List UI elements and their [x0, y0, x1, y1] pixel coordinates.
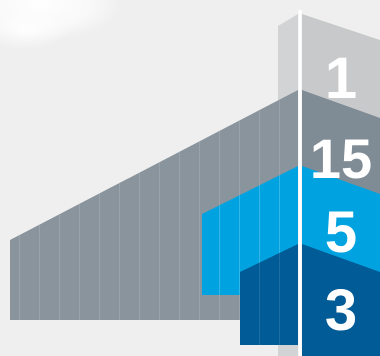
- rank-label-3: 3: [325, 278, 357, 343]
- cloud-decoration-small: [0, 10, 70, 50]
- bar-rank-3-left-stripes: [240, 244, 298, 345]
- bar-rank-3-front: [302, 244, 380, 356]
- rank-label-5: 5: [325, 200, 357, 265]
- rank-label-15: 15: [310, 127, 372, 190]
- rank-label-1: 1: [325, 46, 357, 111]
